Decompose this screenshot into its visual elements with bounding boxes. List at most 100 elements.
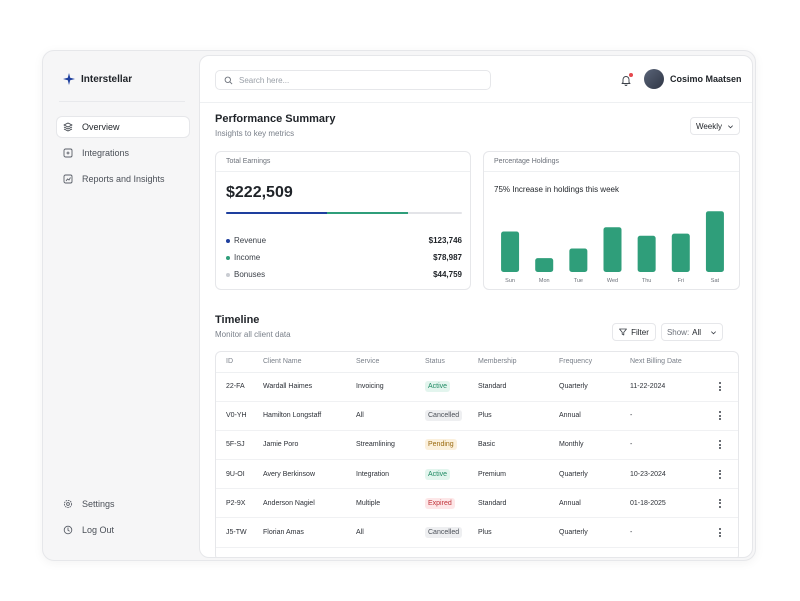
more-options-icon[interactable] (718, 469, 722, 479)
cell-next-billing: - (620, 517, 708, 548)
legend-value: $123,746 (428, 236, 462, 245)
status-badge: Active (425, 468, 451, 480)
performance-subtitle: Insights to key metrics (215, 129, 295, 138)
cell-next-billing: 11-22-2024 (620, 372, 708, 402)
period-dropdown[interactable]: Weekly (690, 117, 740, 135)
bar-tue (569, 248, 588, 272)
settings-button[interactable]: Settings (57, 494, 189, 514)
bar-sat (705, 211, 724, 272)
timeline-table: ID Client Name Service Status Membership… (216, 352, 738, 548)
bar-wed (603, 227, 622, 272)
brand[interactable]: Interstellar (63, 73, 132, 85)
table-row[interactable]: 5F-SJ Jamie Poro Streamlining Pending Basic M… (216, 430, 738, 461)
user-menu[interactable]: Cosimo Maatsen (644, 69, 742, 89)
status-badge: Cancelled (425, 410, 463, 422)
notifications-button[interactable] (616, 70, 636, 90)
status-badge: Active (425, 381, 451, 393)
divider (59, 101, 185, 102)
cell-next-billing: 01-18-2025 (620, 488, 708, 519)
cell-id: J5-TW (216, 517, 253, 548)
sidebar-item-overview[interactable]: Overview (57, 117, 189, 137)
cell-frequency: Quarterly (549, 459, 620, 490)
timeline-subtitle: Monitor all client data (215, 330, 291, 339)
more-options-icon[interactable] (718, 528, 722, 538)
table-row[interactable]: V0-YH Hamilton Longstaff All Cancelled Plus A… (216, 401, 738, 431)
row-actions-cell (708, 459, 738, 490)
cell-status: Cancelled (415, 401, 468, 431)
earnings-label: Total Earnings (216, 152, 470, 172)
cell-id: 22-FA (216, 372, 253, 402)
cell-service: Invoicing (346, 372, 415, 402)
show-dropdown[interactable]: Show: All (661, 323, 723, 341)
cell-id: 9U-OI (216, 459, 253, 490)
cell-client-name: Avery Berkinsow (253, 459, 346, 490)
more-options-icon[interactable] (718, 382, 722, 392)
cell-next-billing: 10-23-2024 (620, 459, 708, 490)
bell-icon (621, 76, 631, 86)
legend-value: $78,987 (433, 253, 462, 262)
cell-service: Integration (346, 459, 415, 490)
more-options-icon[interactable] (718, 440, 722, 450)
cell-service: Streamlining (346, 430, 415, 461)
filter-icon (619, 328, 628, 336)
table-row[interactable]: 9U-OI Avery Berkinsow Integration Active Pre… (216, 459, 738, 490)
column-header: Service (346, 352, 415, 373)
search-input[interactable] (239, 75, 479, 85)
earnings-total: $222,509 (226, 184, 293, 201)
performance-title: Performance Summary (215, 113, 336, 125)
status-badge: Expired (425, 497, 455, 509)
row-actions-cell (708, 430, 738, 461)
legend-dot (226, 238, 230, 243)
column-header-actions (708, 352, 738, 373)
sidebar-item-label: Reports and Insights (82, 174, 165, 184)
table-row[interactable]: 22-FA Wardall Haimes Invoicing Active Standa… (216, 372, 738, 402)
status-badge: Pending (425, 439, 457, 451)
settings-label: Settings (82, 499, 115, 509)
table-header-row: ID Client Name Service Status Membership… (216, 352, 738, 373)
cell-status: Pending (415, 430, 468, 461)
cell-id: P2-9X (216, 488, 253, 519)
cell-status: Expired (415, 488, 468, 519)
cell-client-name: Anderson Nagiel (253, 488, 346, 519)
legend-dot (226, 272, 230, 277)
cell-next-billing: - (620, 401, 708, 431)
column-header: Frequency (549, 352, 620, 373)
x-tick-label: Sun (505, 278, 515, 284)
legend-row-bonuses: Bonuses $44,759 (226, 270, 462, 279)
earnings-card: Total Earnings $222,509 Revenue $123,746… (215, 151, 471, 290)
timeline-title: Timeline (215, 314, 260, 326)
cell-frequency: Annual (549, 401, 620, 431)
cell-service: Multiple (346, 488, 415, 519)
holdings-label: Percentage Holdings (484, 152, 739, 172)
table-row[interactable]: P2-9X Anderson Nagiel Multiple Expired Stand… (216, 488, 738, 519)
x-tick-label: Thu (642, 278, 651, 284)
table-row[interactable]: J5-TW Florian Amas All Cancelled Plus Quarter… (216, 517, 738, 548)
cell-membership: Plus (468, 517, 549, 548)
earnings-progress (226, 212, 462, 214)
cell-client-name: Jamie Poro (253, 430, 346, 461)
row-actions-cell (708, 488, 738, 519)
column-header: Status (415, 352, 468, 373)
logout-button[interactable]: Log Out (57, 520, 189, 540)
status-badge: Cancelled (425, 527, 463, 539)
bar-mon (535, 258, 554, 272)
search-bar[interactable] (215, 70, 491, 90)
legend-value: $44,759 (433, 270, 462, 279)
filter-button[interactable]: Filter (612, 323, 656, 341)
cell-id: V0-YH (216, 401, 253, 431)
cell-frequency: Monthly (549, 430, 620, 461)
bar-thu (637, 235, 656, 272)
more-options-icon[interactable] (718, 498, 722, 508)
column-header: ID (216, 352, 253, 373)
cell-client-name: Wardall Haimes (253, 372, 346, 402)
cell-frequency: Annual (549, 488, 620, 519)
show-value: All (692, 327, 702, 337)
chevron-down-icon (728, 124, 734, 128)
sidebar-item-reports[interactable]: Reports and Insights (57, 169, 189, 189)
legend-label: Income (234, 253, 261, 262)
column-header: Client Name (253, 352, 346, 373)
cell-membership: Premium (468, 459, 549, 490)
more-options-icon[interactable] (718, 411, 722, 421)
show-label: Show: (666, 327, 690, 337)
sidebar-item-integrations[interactable]: Integrations (57, 143, 189, 163)
